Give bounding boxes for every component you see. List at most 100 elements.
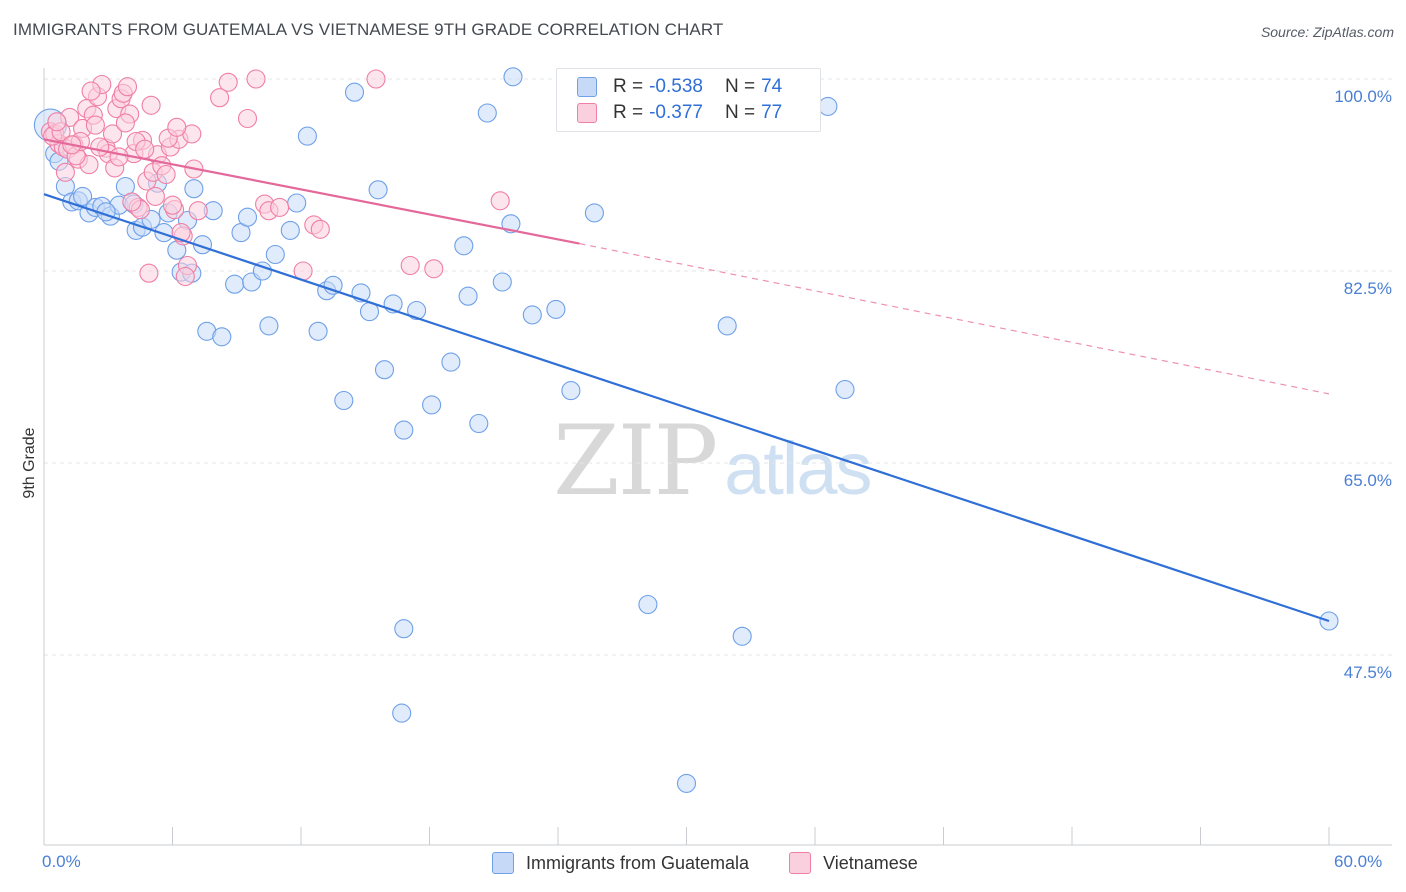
- scatter-point-guatemala: [1319, 611, 1339, 631]
- scatter-point-vietnamese: [90, 137, 110, 157]
- scatter-point-vietnamese: [162, 195, 183, 215]
- legend-n-value: 77: [761, 102, 783, 123]
- scatter-point-guatemala: [392, 703, 412, 723]
- trend-line-guatemala: [43, 193, 1330, 623]
- scatter-point-vietnamese: [109, 147, 129, 167]
- scatter-point-guatemala: [454, 236, 474, 256]
- legend-swatch-vietnamese: [577, 103, 597, 123]
- scatter-point-vietnamese: [270, 197, 290, 217]
- legend-r-value: -0.538: [649, 76, 703, 97]
- series-label-vietnamese: Vietnamese: [823, 852, 918, 873]
- y-tick-label: 100.0%: [1334, 87, 1392, 106]
- watermark-atlas: atlas: [724, 427, 872, 510]
- scatter-point-vietnamese: [156, 164, 176, 185]
- legend-n-label: N =: [724, 102, 756, 123]
- scatter-point-vietnamese: [102, 124, 123, 144]
- watermark-zip: ZIP: [553, 405, 718, 517]
- series-legend: Immigrants from Guatemala Vietnamese: [492, 852, 918, 874]
- scatter-point-guatemala: [368, 180, 388, 200]
- trend-line-vietnamese: [43, 138, 580, 245]
- scatter-point-guatemala: [407, 300, 427, 321]
- scatter-point-vietnamese: [218, 72, 238, 92]
- scatter-point-vietnamese: [424, 259, 444, 279]
- scatter-point-guatemala: [252, 261, 272, 281]
- legend-r-label: R =: [613, 76, 644, 97]
- legend-r-label: R =: [613, 102, 644, 123]
- scatter-point-guatemala: [441, 352, 461, 372]
- scatter-point-vietnamese: [490, 191, 510, 211]
- scatter-point-vietnamese: [366, 69, 386, 89]
- series-swatch-vietnamese: [789, 852, 812, 874]
- scatter-point-guatemala: [73, 186, 93, 206]
- scatter-point-guatemala: [732, 626, 752, 646]
- scatter-point-vietnamese: [167, 117, 187, 137]
- scatter-point-guatemala: [237, 207, 258, 227]
- scatter-point-guatemala: [469, 413, 489, 434]
- scatter-point-vietnamese: [175, 266, 195, 287]
- legend-n-label: N =: [724, 76, 756, 97]
- scatter-point-guatemala: [344, 82, 365, 102]
- scatter-point-guatemala: [546, 299, 566, 319]
- scatter-point-guatemala: [394, 420, 414, 440]
- scatter-point-guatemala: [458, 286, 478, 306]
- scatter-point-guatemala: [265, 244, 285, 265]
- scatter-point-vietnamese: [135, 139, 155, 159]
- legend-r-value: -0.377: [649, 102, 703, 123]
- scatter-point-vietnamese: [246, 69, 266, 89]
- scatter-point-guatemala: [334, 390, 354, 411]
- scatter-point-guatemala: [561, 381, 581, 401]
- scatter-point-guatemala: [584, 203, 604, 223]
- series-label-guatemala: Immigrants from Guatemala: [526, 852, 750, 873]
- scatter-point-guatemala: [477, 103, 497, 123]
- scatter-point-guatemala: [184, 179, 204, 199]
- scatter-point-guatemala: [212, 327, 232, 347]
- legend-n-value: 74: [761, 76, 783, 97]
- scatter-point-guatemala: [225, 274, 245, 294]
- scatter-point-vietnamese: [310, 219, 330, 239]
- y-tick-label: 65.0%: [1343, 471, 1392, 490]
- scatter-point-guatemala: [422, 395, 442, 415]
- legend-swatch-guatemala: [577, 77, 597, 97]
- scatter-point-vietnamese: [141, 95, 161, 115]
- scatter-point-guatemala: [308, 321, 328, 341]
- scatter-point-vietnamese: [210, 88, 230, 108]
- scatter-point-guatemala: [503, 67, 523, 87]
- legend-row-guatemala: R = -0.538 N = 74: [577, 75, 782, 99]
- x-tick-label-min: 0.0%: [42, 852, 81, 871]
- y-tick-label: 82.5%: [1343, 279, 1392, 298]
- scatter-point-guatemala: [492, 272, 512, 292]
- legend-row-vietnamese: R = -0.377 N = 77: [577, 101, 782, 125]
- correlation-legend: R = -0.538 N = 74 R = -0.377 N = 77: [556, 68, 821, 132]
- scatter-point-guatemala: [374, 360, 395, 380]
- scatter-point-vietnamese: [115, 113, 135, 133]
- scatter-point-guatemala: [280, 220, 300, 240]
- watermark: ZIP atlas: [553, 405, 873, 517]
- scatter-point-vietnamese: [47, 112, 67, 132]
- source-label: Source: ZipAtlas.com: [1260, 24, 1394, 40]
- scatter-point-guatemala: [638, 594, 658, 615]
- scatter-point-vietnamese: [139, 263, 159, 283]
- scatter-point-guatemala: [297, 126, 317, 146]
- scatter-point-guatemala: [676, 773, 697, 793]
- scatter-point-vietnamese: [145, 186, 165, 206]
- chart-title: IMMIGRANTS FROM GUATEMALA VS VIETNAMESE …: [13, 20, 724, 39]
- scatter-point-vietnamese: [400, 255, 420, 276]
- scatter-point-guatemala: [394, 619, 414, 639]
- scatter-point-vietnamese: [122, 192, 142, 212]
- scatter-point-vietnamese: [55, 162, 75, 182]
- scatter-point-vietnamese: [81, 81, 101, 101]
- scatter-point-guatemala: [835, 379, 855, 400]
- trend-line-extension-vietnamese: [579, 242, 1330, 395]
- scatter-point-vietnamese: [85, 115, 105, 135]
- scatter-point-vietnamese: [188, 201, 208, 221]
- y-tick-label: 47.5%: [1343, 663, 1392, 682]
- scatter-point-guatemala: [287, 193, 307, 213]
- scatter-point-guatemala: [259, 316, 279, 336]
- series-swatch-guatemala: [492, 852, 514, 874]
- scatter-point-guatemala: [522, 305, 542, 325]
- x-tick-label-max: 60.0%: [1334, 852, 1383, 871]
- scatter-point-vietnamese: [237, 108, 258, 129]
- scatter-point-guatemala: [818, 96, 838, 116]
- scatter-point-guatemala: [717, 316, 737, 336]
